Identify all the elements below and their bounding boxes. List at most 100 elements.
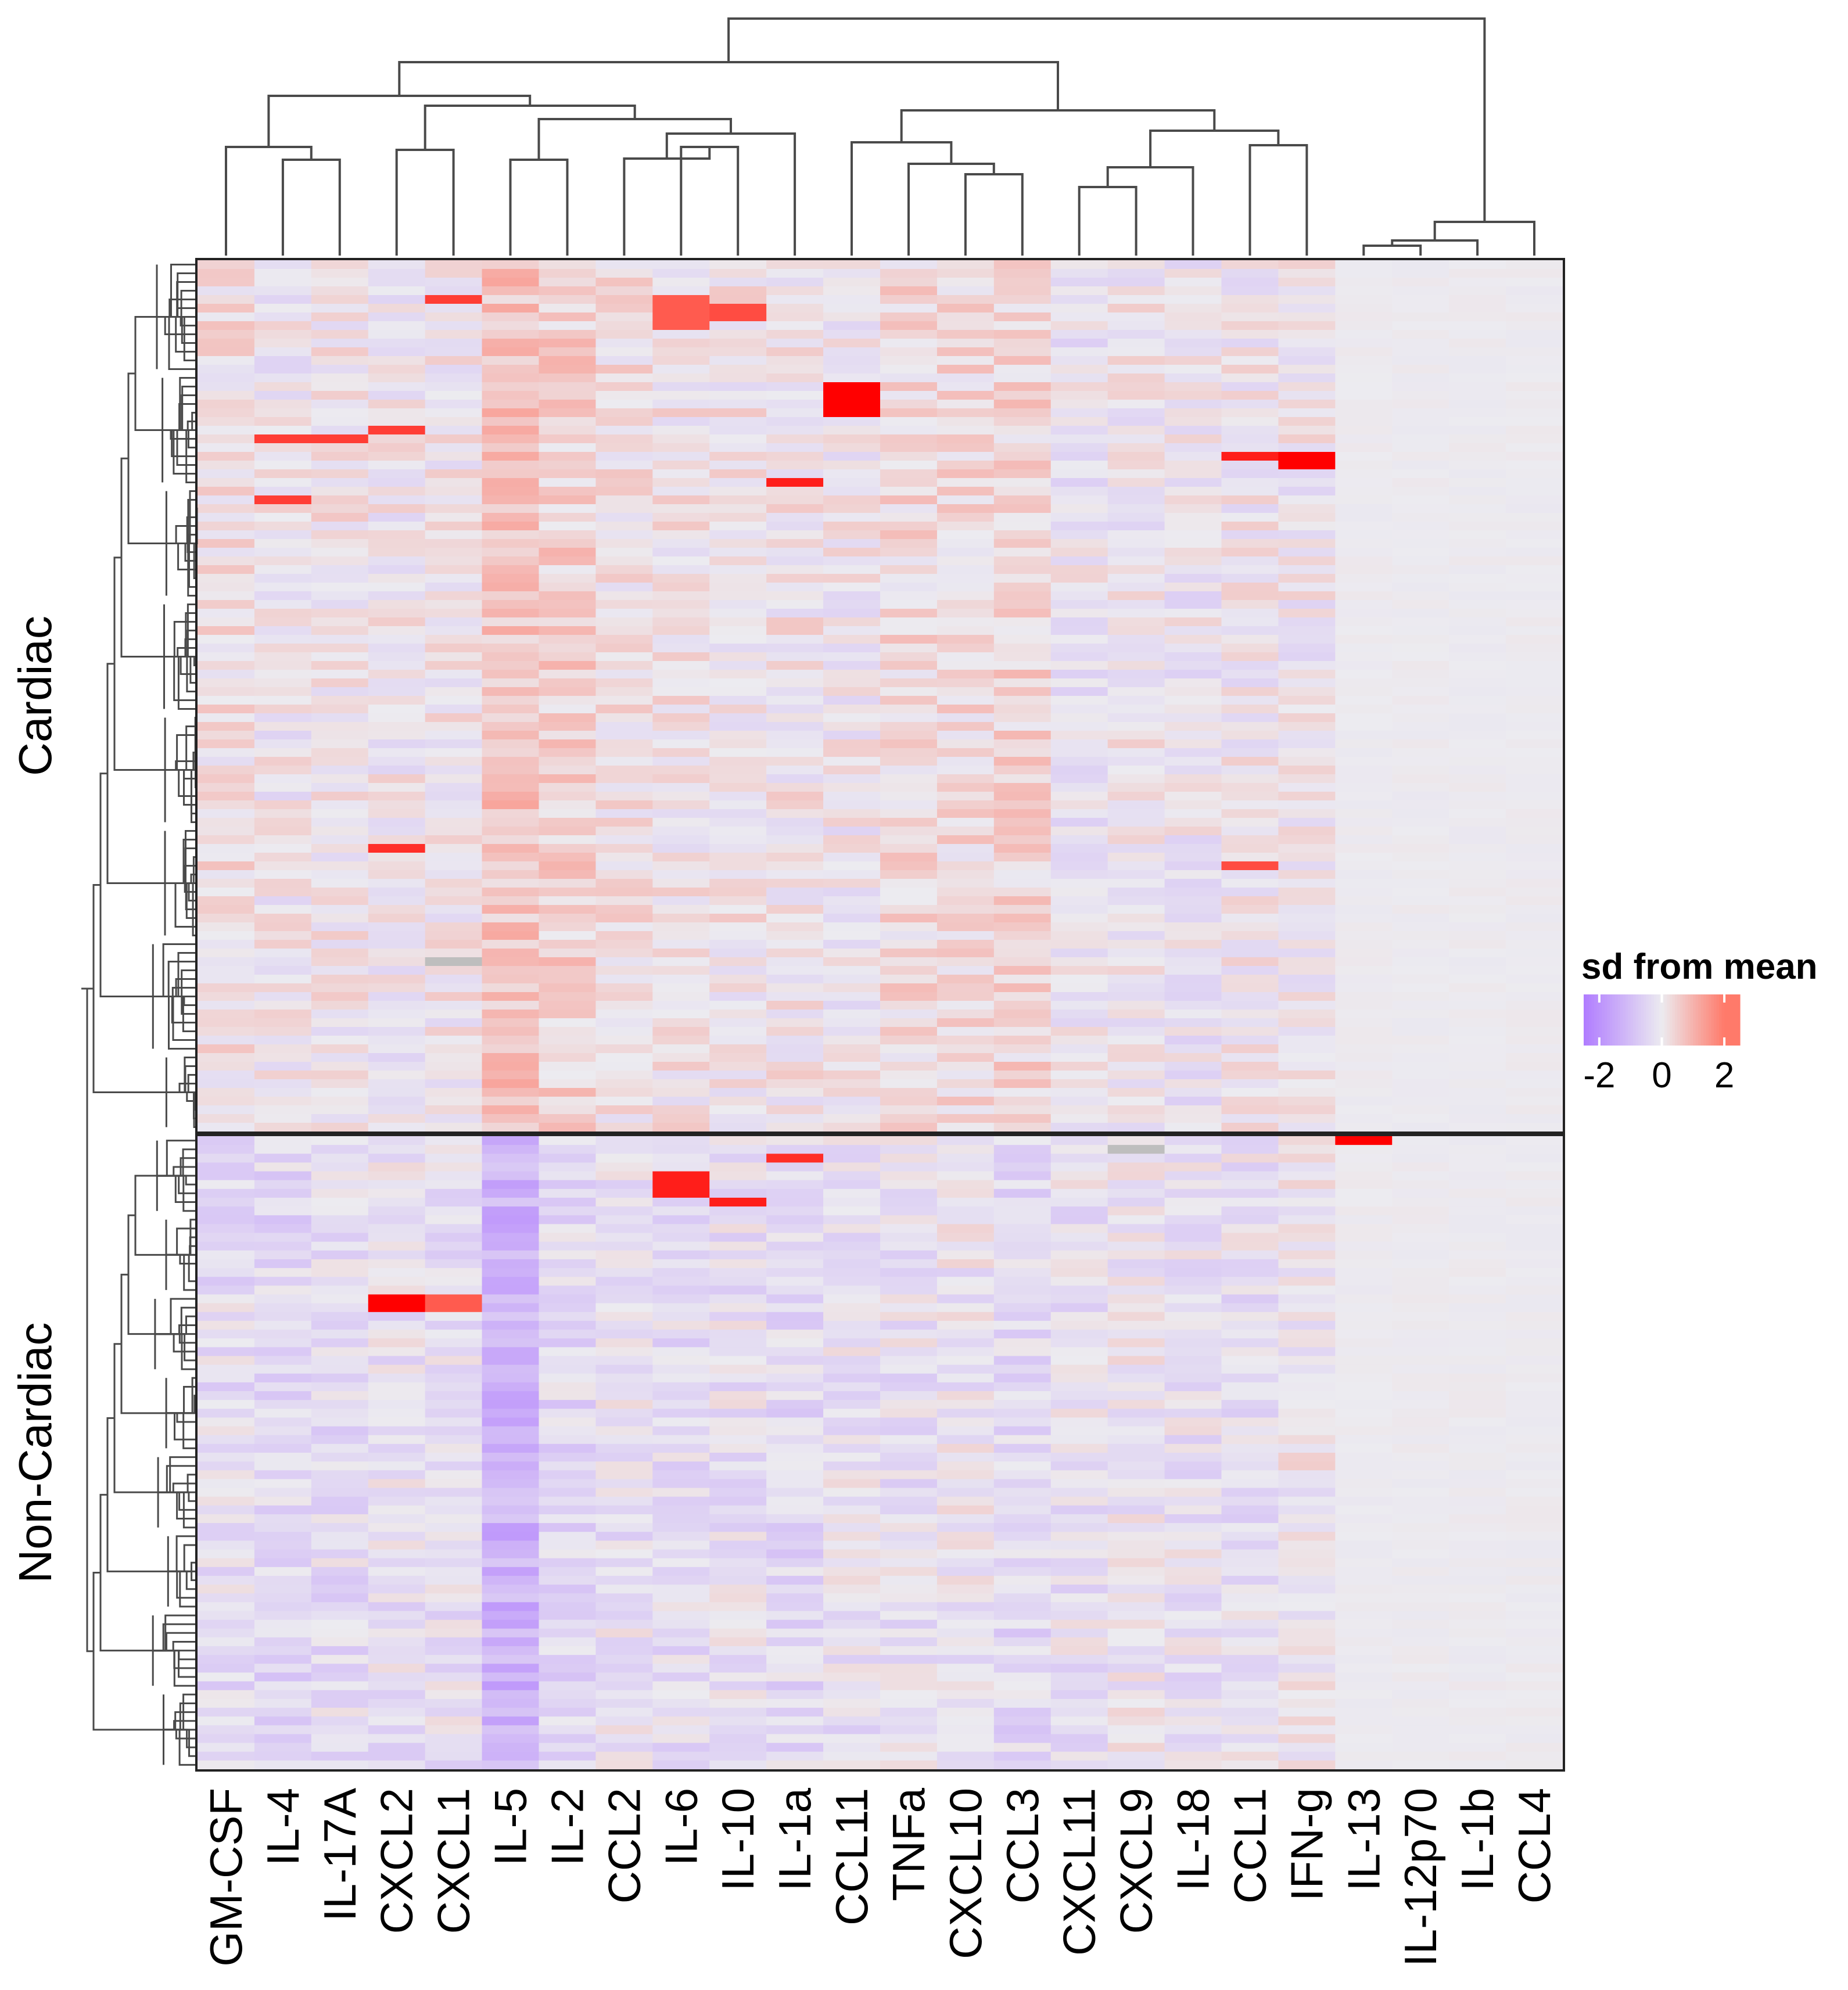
cell-non-cardiac-7-CCL4 [1506, 1197, 1563, 1207]
cell-non-cardiac-21-CCL1 [1221, 1320, 1279, 1330]
cell-cardiac-81-IL-10 [709, 966, 767, 975]
cell-non-cardiac-71-IL-1a [766, 1760, 824, 1770]
cell-cardiac-40-TNFa [880, 609, 938, 618]
dendro-row-link-35 [166, 543, 196, 553]
cell-cardiac-30-CCL3 [993, 522, 1052, 531]
dendro-row-link-93 [153, 996, 196, 1023]
cell-cardiac-37-IL-1b [1449, 583, 1506, 592]
cell-cardiac-18-IL-10 [709, 417, 767, 426]
cell-cardiac-71-IL-4 [254, 879, 312, 888]
cell-cardiac-29-CXCL11 [1050, 513, 1108, 522]
cell-cardiac-27-CCL1 [1221, 495, 1279, 505]
cell-cardiac-34-CXCL11 [1050, 556, 1108, 566]
cell-cardiac-91-CCL11 [823, 1053, 881, 1062]
cell-cardiac-80-CXCL10 [936, 957, 995, 967]
cell-cardiac-33-TNFa [880, 548, 938, 557]
legend-swatch-31 [1664, 994, 1668, 1046]
cell-non-cardiac-25-IL-1a [766, 1356, 824, 1366]
cell-cardiac-38-CXCL11 [1050, 591, 1108, 601]
cell-non-cardiac-25-CCL11 [823, 1356, 881, 1366]
cell-non-cardiac-44-CXCL10 [936, 1523, 995, 1532]
cell-non-cardiac-56-IFN-g [1278, 1628, 1336, 1638]
cell-non-cardiac-15-IL-12p70 [1392, 1268, 1449, 1277]
cell-non-cardiac-21-CCL11 [823, 1320, 881, 1330]
cell-non-cardiac-69-IL-17A [311, 1743, 369, 1752]
cell-non-cardiac-13-IL-1b [1449, 1250, 1506, 1260]
cell-non-cardiac-10-CCL3 [993, 1224, 1052, 1234]
cell-cardiac-61-IL-1a [766, 792, 824, 801]
cell-cardiac-96-CCL4 [1506, 1097, 1563, 1106]
cell-cardiac-3-IL-2 [539, 286, 597, 296]
cell-non-cardiac-59-IL-17A [311, 1655, 369, 1664]
cell-cardiac-68-TNFa [880, 853, 938, 862]
cell-non-cardiac-37-IL-6 [652, 1461, 710, 1471]
cell-non-cardiac-30-CCL1 [1221, 1400, 1279, 1409]
cell-non-cardiac-50-TNFa [880, 1575, 938, 1585]
cell-cardiac-24-CXCL1 [425, 469, 483, 479]
cell-cardiac-50-CXCL1 [425, 696, 483, 705]
cell-cardiac-28-IL-5 [482, 504, 540, 513]
cell-cardiac-61-CCL11 [823, 792, 881, 801]
cell-cardiac-82-IL-13 [1335, 975, 1393, 984]
cell-cardiac-55-IL-1b [1449, 739, 1506, 749]
cell-cardiac-55-IL-4 [254, 739, 312, 749]
cell-non-cardiac-34-IL-18 [1164, 1435, 1222, 1445]
cell-cardiac-85-IL-10 [709, 1001, 767, 1010]
cell-cardiac-16-CCL11 [823, 400, 881, 409]
cell-non-cardiac-49-TNFa [880, 1567, 938, 1576]
cell-non-cardiac-52-IL-13 [1335, 1593, 1393, 1603]
cell-non-cardiac-69-CCL11 [823, 1743, 881, 1752]
cell-non-cardiac-38-IL-17A [311, 1470, 369, 1480]
cell-cardiac-45-CCL1 [1221, 652, 1279, 662]
cell-cardiac-16-CCL1 [1221, 400, 1279, 409]
cell-non-cardiac-41-IL-12p70 [1392, 1496, 1449, 1506]
cell-non-cardiac-20-CXCL10 [936, 1312, 995, 1321]
cell-cardiac-1-IL-4 [254, 269, 312, 278]
cell-cardiac-44-IL-5 [482, 644, 540, 653]
cell-non-cardiac-13-CCL3 [993, 1250, 1052, 1260]
cell-cardiac-33-IL-13 [1335, 548, 1393, 557]
cell-non-cardiac-38-CXCL2 [368, 1470, 426, 1480]
cell-non-cardiac-24-IL-5 [482, 1347, 540, 1357]
cell-cardiac-87-IL-1a [766, 1018, 824, 1028]
legend-swatch-38 [1682, 994, 1686, 1046]
cell-non-cardiac-64-GM-CSF [198, 1698, 255, 1708]
cell-non-cardiac-24-IL-1b [1449, 1347, 1506, 1357]
cell-cardiac-39-CCL11 [823, 600, 881, 609]
cell-cardiac-31-CXCL9 [1107, 530, 1165, 540]
cell-cardiac-22-CCL11 [823, 452, 881, 461]
cell-non-cardiac-20-CXCL11 [1050, 1312, 1108, 1321]
cell-cardiac-31-IFN-g [1278, 530, 1336, 540]
cell-non-cardiac-51-IL-1a [766, 1585, 824, 1594]
cell-cardiac-33-CXCL11 [1050, 548, 1108, 557]
cell-non-cardiac-5-IL-1a [766, 1180, 824, 1190]
cell-cardiac-92-IL-4 [254, 1062, 312, 1071]
cell-cardiac-10-CCL11 [823, 347, 881, 357]
cell-cardiac-40-CXCL11 [1050, 609, 1108, 618]
cell-cardiac-54-TNFa [880, 731, 938, 740]
cell-non-cardiac-51-IL-6 [652, 1585, 710, 1594]
cell-non-cardiac-55-CXCL1 [425, 1619, 483, 1629]
cell-non-cardiac-0-CCL3 [993, 1136, 1052, 1145]
dendro-row-link-77 [165, 882, 196, 893]
cell-cardiac-56-CCL3 [993, 748, 1052, 757]
cell-cardiac-73-IL-17A [311, 896, 369, 906]
cell-non-cardiac-70-IL-1a [766, 1751, 824, 1761]
cell-cardiac-79-IL-6 [652, 949, 710, 958]
cell-non-cardiac-0-CCL1 [1221, 1136, 1279, 1145]
cell-cardiac-25-IL-1a [766, 478, 824, 487]
cell-cardiac-19-IL-6 [652, 426, 710, 435]
cell-cardiac-15-IL-1b [1449, 391, 1506, 400]
cell-cardiac-51-CXCL1 [425, 705, 483, 714]
cell-cardiac-49-IL-18 [1164, 687, 1222, 696]
cell-non-cardiac-41-IL-4 [254, 1496, 312, 1506]
cell-non-cardiac-0-CXCL2 [368, 1136, 426, 1145]
cell-non-cardiac-35-IFN-g [1278, 1443, 1336, 1453]
cell-non-cardiac-0-IL-6 [652, 1136, 710, 1145]
cell-non-cardiac-47-CXCL10 [936, 1549, 995, 1559]
cell-cardiac-52-IL-17A [311, 713, 369, 723]
cell-non-cardiac-47-TNFa [880, 1549, 938, 1559]
cell-non-cardiac-26-IL-10 [709, 1364, 767, 1374]
column-label-cxcl10: CXCL10 [940, 1788, 991, 1959]
cell-cardiac-35-IL-1a [766, 565, 824, 574]
